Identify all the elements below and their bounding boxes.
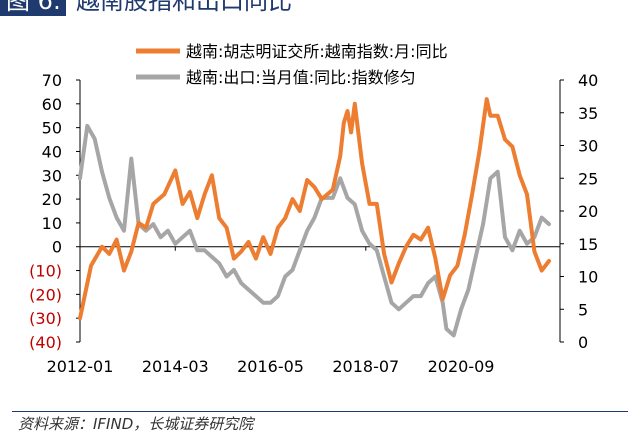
figure-number-badge: 图 6: — [0, 0, 66, 16]
x-tick-label: 2020-09 — [428, 357, 495, 376]
left-tick-label: (10) — [29, 262, 62, 281]
right-tick-label: 30 — [578, 137, 598, 156]
x-tick-label: 2018-07 — [332, 357, 399, 376]
right-tick-label: 5 — [578, 300, 588, 319]
left-tick-label: 70 — [42, 71, 62, 90]
right-tick-label: 0 — [578, 333, 588, 352]
left-tick-label: 30 — [42, 166, 62, 185]
footer-rule — [12, 411, 628, 412]
right-tick-label: 10 — [578, 268, 598, 287]
right-tick-label: 35 — [578, 104, 598, 123]
left-tick-label: 40 — [42, 142, 62, 161]
figure-title-bar: 图 6: 越南股指和出口同比 — [0, 0, 640, 22]
left-tick-label: 20 — [42, 190, 62, 209]
left-tick-label: 0 — [52, 238, 62, 257]
x-tick-label: 2016-05 — [237, 357, 304, 376]
dual-axis-line-chart: 越南:胡志明证交所:越南指数:月:同比 越南:出口:当月值:同比:指数修匀 (4… — [29, 42, 598, 376]
left-tick-label: 50 — [42, 119, 62, 138]
legend-label-series-2: 越南:出口:当月值:同比:指数修匀 — [186, 68, 416, 87]
right-tick-label: 15 — [578, 235, 598, 254]
figure-title: 越南股指和出口同比 — [76, 0, 292, 15]
series-line-2 — [78, 123, 551, 338]
x-tick-label: 2012-01 — [47, 357, 114, 376]
series-lines-group — [78, 97, 551, 338]
legend-label-series-1: 越南:胡志明证交所:越南指数:月:同比 — [186, 42, 448, 61]
series-line-1 — [78, 97, 551, 321]
axes-group: (40)(30)(20)(10)010203040506070051015202… — [29, 71, 598, 376]
right-tick-label: 40 — [578, 71, 598, 90]
x-tick-label: 2014-03 — [142, 357, 209, 376]
left-tick-label: (30) — [29, 309, 62, 328]
legend: 越南:胡志明证交所:越南指数:月:同比 越南:出口:当月值:同比:指数修匀 — [136, 42, 448, 87]
left-tick-label: (20) — [29, 285, 62, 304]
right-tick-label: 25 — [578, 169, 598, 188]
left-tick-label: (40) — [29, 333, 62, 352]
left-tick-label: 60 — [42, 95, 62, 114]
right-tick-label: 20 — [578, 202, 598, 221]
source-note: 资料来源：IFIND，长城证券研究院 — [18, 415, 254, 433]
left-tick-label: 10 — [42, 214, 62, 233]
